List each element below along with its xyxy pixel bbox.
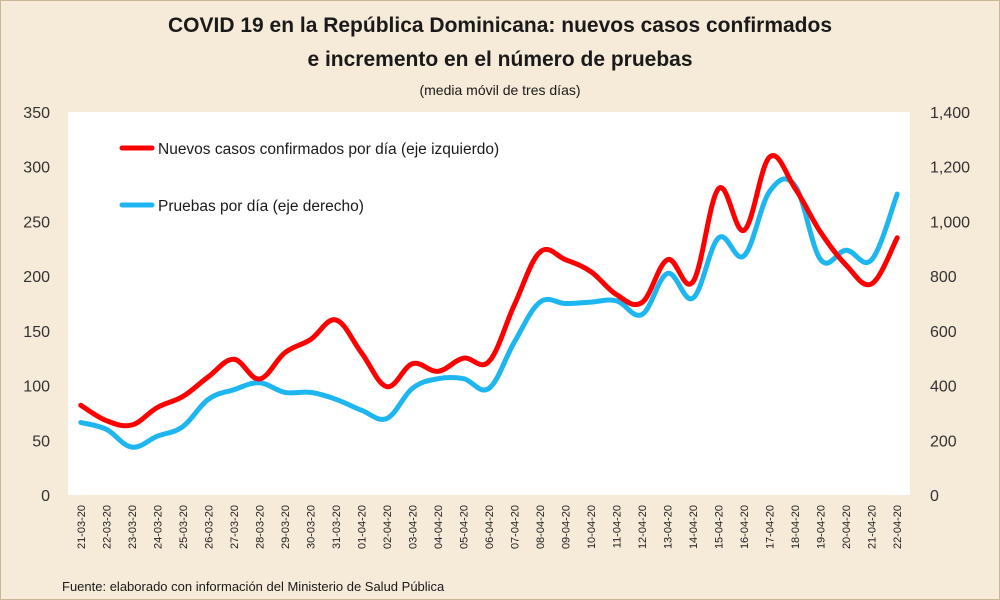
legend: Nuevos casos confirmados por día (eje iz…	[119, 141, 499, 215]
x-tick-label: 30-03-20	[305, 505, 317, 549]
x-tick-label: 21-03-20	[76, 505, 88, 549]
series-line-cases	[78, 153, 900, 429]
x-tick-label: 22-03-20	[101, 505, 113, 549]
x-tick-label: 13-04-20	[663, 505, 675, 549]
chart-subtitle: (media móvil de tres días)	[419, 82, 581, 98]
x-tick-label: 12-04-20	[637, 505, 649, 549]
legend-label-cases: Nuevos casos confirmados por día (eje iz…	[158, 141, 499, 158]
right-tick-label: 1,200	[930, 160, 970, 177]
left-tick-label: 350	[23, 105, 50, 122]
x-tick-label: 17-04-20	[765, 505, 777, 549]
left-tick-label: 300	[23, 160, 50, 177]
right-tick-label: 200	[930, 433, 957, 450]
source-note: Fuente: elaborado con información del Mi…	[62, 579, 445, 594]
x-axis-ticks: 21-03-20 22-03-20 23-03-20 24-03-20 25-03-20…	[76, 505, 904, 549]
x-tick-label: 27-03-20	[229, 505, 241, 549]
x-tick-label: 24-03-20	[152, 505, 164, 549]
x-tick-label: 15-04-20	[714, 505, 726, 549]
x-tick-label: 05-04-20	[458, 505, 470, 549]
x-tick-label: 23-03-20	[127, 505, 139, 549]
x-tick-label: 08-04-20	[535, 505, 547, 549]
right-axis-ticks: 0 200 400 600 800 1,000 1,200 1,400	[930, 105, 970, 505]
series-line-tests	[78, 176, 900, 450]
right-tick-label: 800	[930, 269, 957, 286]
x-tick-label: 01-04-20	[356, 505, 368, 549]
right-tick-label: 600	[930, 324, 957, 341]
x-tick-label: 31-03-20	[331, 505, 343, 549]
x-tick-label: 03-04-20	[407, 505, 419, 549]
x-tick-label: 29-03-20	[280, 505, 292, 549]
left-tick-label: 150	[23, 324, 50, 341]
left-tick-label: 50	[32, 433, 50, 450]
right-tick-label: 0	[930, 488, 939, 505]
x-tick-label: 07-04-20	[510, 505, 522, 549]
x-tick-label: 19-04-20	[816, 505, 828, 549]
plot-area	[68, 112, 910, 495]
x-tick-label: 18-04-20	[790, 505, 802, 549]
right-tick-label: 400	[930, 379, 957, 396]
x-tick-label: 04-04-20	[433, 505, 445, 549]
left-tick-label: 0	[41, 488, 50, 505]
right-tick-label: 1,000	[930, 214, 970, 231]
series-lines	[78, 153, 900, 450]
x-tick-label: 02-04-20	[382, 505, 394, 549]
x-tick-label: 11-04-20	[612, 505, 624, 548]
legend-label-tests: Pruebas por día (eje derecho)	[158, 198, 364, 215]
x-tick-label: 10-04-20	[586, 505, 598, 549]
x-tick-label: 09-04-20	[561, 505, 573, 549]
x-tick-label: 25-03-20	[178, 505, 190, 549]
x-tick-label: 16-04-20	[739, 505, 751, 549]
chart-title-line-1: COVID 19 en la República Dominicana: nue…	[167, 14, 833, 37]
x-tick-label: 14-04-20	[688, 505, 700, 549]
chart-title-line-2: e incremento en el número de pruebas	[307, 48, 693, 71]
left-tick-label: 100	[23, 379, 50, 396]
x-tick-label: 28-03-20	[254, 505, 266, 549]
x-tick-label: 20-04-20	[841, 505, 853, 549]
x-tick-label: 22-04-20	[892, 505, 904, 549]
x-tick-label: 26-03-20	[203, 505, 215, 549]
x-tick-label: 21-04-20	[867, 505, 879, 549]
left-axis-ticks: 0 50 100 150 200 250 300 350	[23, 105, 50, 505]
x-tick-label: 06-04-20	[484, 505, 496, 549]
right-tick-label: 1,400	[930, 105, 970, 122]
left-tick-label: 250	[23, 214, 50, 231]
left-tick-label: 200	[23, 269, 50, 286]
